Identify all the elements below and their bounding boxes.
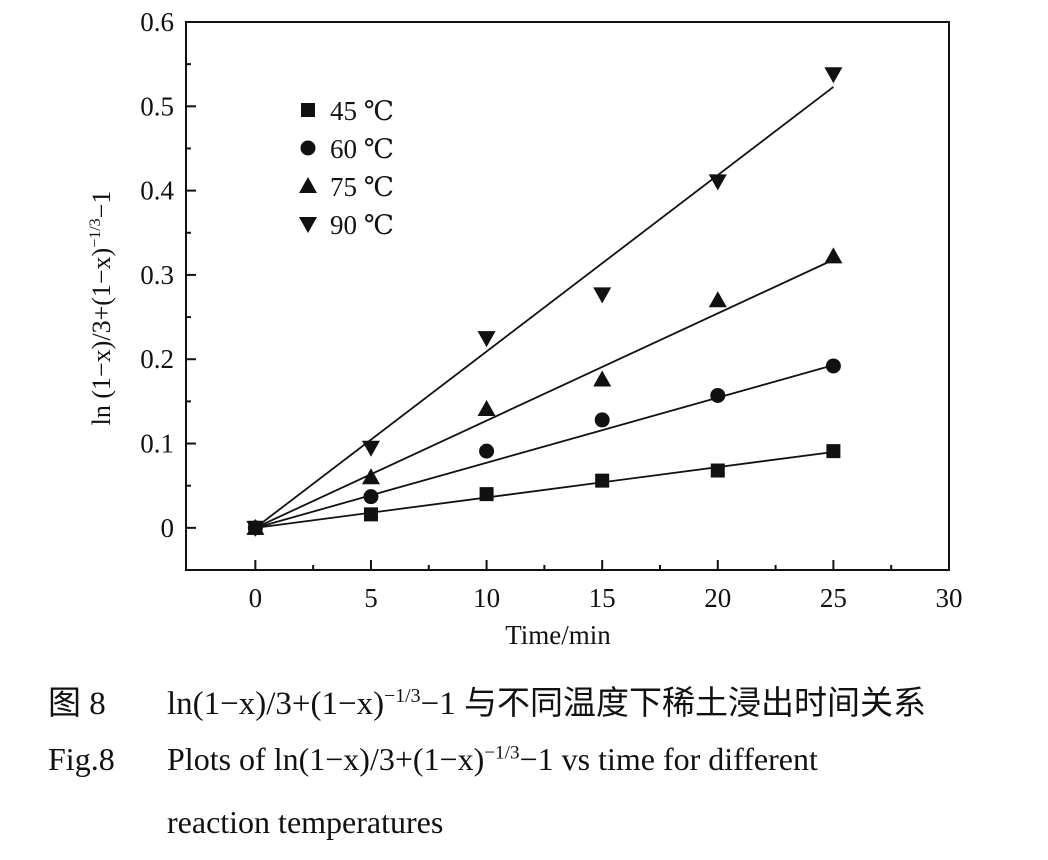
fit-line [255, 451, 834, 529]
caption-english-rest: −1 vs time for different [519, 741, 818, 777]
data-point [824, 67, 843, 84]
caption-chinese-label: 图 8 [48, 686, 106, 722]
data-point [479, 487, 494, 502]
data-point [594, 412, 610, 428]
plot-frame [185, 21, 950, 571]
data-point [595, 473, 610, 488]
legend-marker [301, 103, 315, 117]
data-point [710, 387, 726, 403]
caption-english-line2: reaction temperatures [167, 804, 444, 840]
data-point [710, 463, 725, 478]
chart: 0 5 10 15 20 25 30 0 0.1 0.2 0.3 0.4 0.5 0.6 45 ℃ 60 ℃… [87, 7, 963, 650]
data-point [824, 247, 843, 264]
x-tick-label: 10 [473, 583, 500, 613]
x-tick-label: 30 [936, 583, 963, 613]
y-tick-label: 0.3 [140, 260, 174, 290]
caption-chinese-rest: −1 与不同温度下稀土浸出时间关系 [420, 686, 926, 722]
y-tick-label: 0.5 [140, 91, 174, 121]
x-tick-label: 15 [589, 583, 616, 613]
legend-marker [299, 177, 317, 193]
fit-lines [254, 86, 834, 529]
y-tick-label: 0.1 [140, 429, 174, 459]
data-point [246, 520, 265, 537]
data-markers [246, 67, 843, 537]
x-tick-label: 25 [820, 583, 847, 613]
x-tick-label: 0 [249, 583, 263, 613]
y-tick-label: 0 [161, 513, 175, 543]
x-axis-label: Time/min [505, 620, 611, 650]
x-tick-label: 5 [364, 583, 378, 613]
data-point [477, 331, 496, 348]
caption-chinese: 图 8 ln(1−x)/3+(1−x)−1/3−1 与不同温度下稀土浸出时间关系 [48, 676, 926, 724]
legend-marker [300, 140, 316, 156]
x-tick-label: 20 [704, 583, 731, 613]
caption-chinese-formula: ln(1−x)/3+(1−x) [167, 686, 385, 722]
y-axis-label-tail: −1 [87, 191, 116, 219]
data-point [708, 291, 727, 308]
y-axis-label-exponent: −1/3 [87, 218, 104, 247]
legend-label: 60 ℃ [330, 134, 394, 164]
data-point [477, 399, 496, 416]
caption-english-exponent: −1/3 [484, 742, 520, 764]
y-tick-label: 0.2 [140, 344, 174, 374]
fit-line [254, 258, 834, 529]
legend-marker [299, 217, 317, 233]
caption-english: Fig.8 Plots of ln(1−x)/3+(1−x)−1/3−1 vs t… [48, 741, 818, 778]
y-axis-label-main: ln (1−x)/3+(1−x) [87, 248, 116, 426]
data-point [479, 443, 495, 459]
axis-ticks: 0 5 10 15 20 25 30 0 0.1 0.2 0.3 0.4 0.5 0.6 [140, 7, 962, 613]
y-tick-label: 0.4 [140, 176, 174, 206]
data-point [363, 507, 378, 522]
legend-label: 75 ℃ [330, 172, 394, 202]
y-tick-label: 0.6 [140, 7, 174, 37]
data-point [593, 370, 612, 387]
data-point [825, 358, 841, 374]
data-point [361, 468, 380, 485]
fit-line [254, 86, 834, 529]
caption-chinese-exponent: −1/3 [384, 685, 421, 707]
legend-label: 45 ℃ [330, 96, 394, 126]
data-point [593, 287, 612, 304]
data-point [826, 444, 841, 459]
y-axis-label: ln (1−x)/3+(1−x)−1/3−1 [87, 191, 116, 426]
legend-label: 90 ℃ [330, 210, 394, 240]
data-point [363, 489, 379, 505]
data-point [708, 174, 727, 191]
legend: 45 ℃ 60 ℃ 75 ℃ 90 ℃ [299, 96, 394, 240]
fit-line [255, 364, 834, 529]
caption-english-formula: Plots of ln(1−x)/3+(1−x) [167, 741, 485, 777]
caption-english-label: Fig.8 [48, 741, 115, 777]
data-point [361, 440, 380, 457]
